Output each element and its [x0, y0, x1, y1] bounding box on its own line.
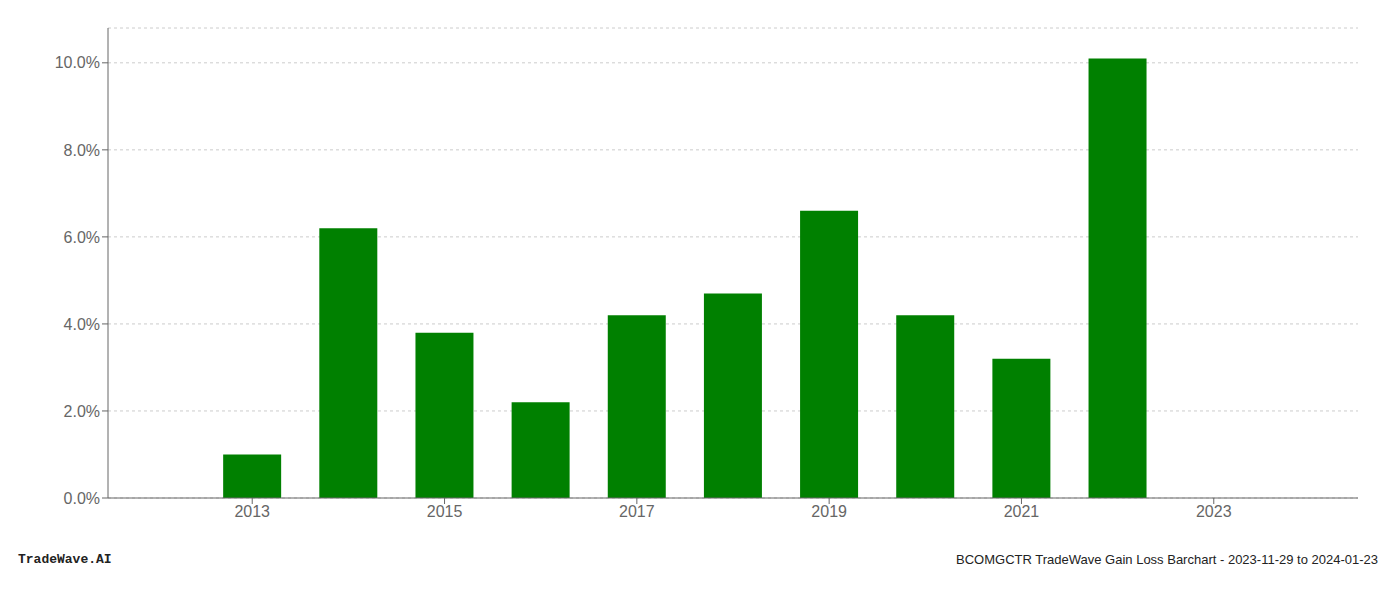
- svg-text:6.0%: 6.0%: [64, 229, 100, 246]
- svg-text:2013: 2013: [234, 503, 270, 520]
- svg-text:4.0%: 4.0%: [64, 316, 100, 333]
- svg-text:2017: 2017: [619, 503, 655, 520]
- svg-text:2023: 2023: [1196, 503, 1232, 520]
- svg-text:0.0%: 0.0%: [64, 490, 100, 507]
- html-text:BCOMGCTR TradeWave Gain Loss B: BCOMGCTR TradeWave Gain Loss Barchart - …: [956, 552, 1378, 567]
- svg-text:10.0%: 10.0%: [55, 54, 100, 71]
- svg-text:8.0%: 8.0%: [64, 142, 100, 159]
- svg-text:2019: 2019: [811, 503, 847, 520]
- svg-text:2021: 2021: [1004, 503, 1040, 520]
- html-text:TradeWave.AI: TradeWave.AI: [18, 552, 112, 567]
- svg-text:2.0%: 2.0%: [64, 403, 100, 420]
- svg-text:2015: 2015: [427, 503, 463, 520]
